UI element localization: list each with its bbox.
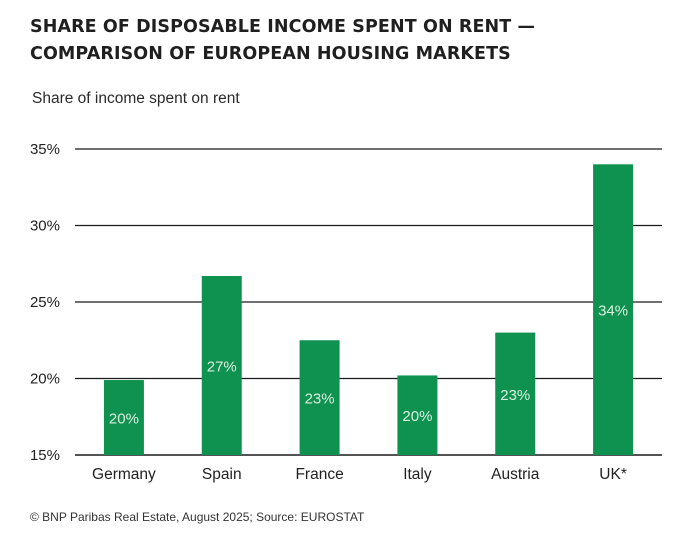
data-label: 34% [598, 303, 628, 320]
gridlines [75, 148, 662, 456]
y-tick-labels: 15% 20% 25% 30% 35% [30, 141, 60, 464]
bar [103, 380, 144, 455]
bar [495, 332, 536, 455]
data-label: 27% [207, 358, 237, 375]
x-tick-labels: Germany Spain France Italy Austria UK* [92, 466, 627, 483]
y-tick-label: 30% [30, 218, 60, 235]
chart-title: SHARE OF DISPOSABLE INCOME SPENT ON RENT… [30, 17, 536, 64]
x-tick-label: Germany [92, 466, 156, 483]
source-note: © BNP Paribas Real Estate, August 2025; … [30, 510, 365, 524]
data-label: 20% [109, 411, 139, 428]
data-label: 23% [500, 387, 530, 404]
x-tick-label: UK* [599, 466, 627, 483]
bar [201, 275, 242, 455]
y-tick-label: 25% [30, 294, 60, 311]
x-tick-label: Italy [403, 466, 432, 483]
x-tick-label: Austria [491, 466, 540, 483]
data-label: 23% [305, 391, 335, 408]
data-label: 20% [402, 408, 432, 425]
bar [593, 164, 634, 456]
x-tick-label: Spain [202, 466, 242, 483]
y-tick-label: 35% [30, 141, 60, 158]
y-axis-label: Share of income spent on rent [32, 90, 240, 107]
bar [397, 375, 438, 455]
data-labels: 20% 27% 23% 20% 23% 34% [109, 303, 628, 428]
bar [299, 340, 340, 455]
x-tick-label: France [295, 466, 343, 483]
y-tick-label: 20% [30, 371, 60, 388]
bars [103, 164, 634, 456]
y-tick-label: 15% [30, 447, 60, 464]
